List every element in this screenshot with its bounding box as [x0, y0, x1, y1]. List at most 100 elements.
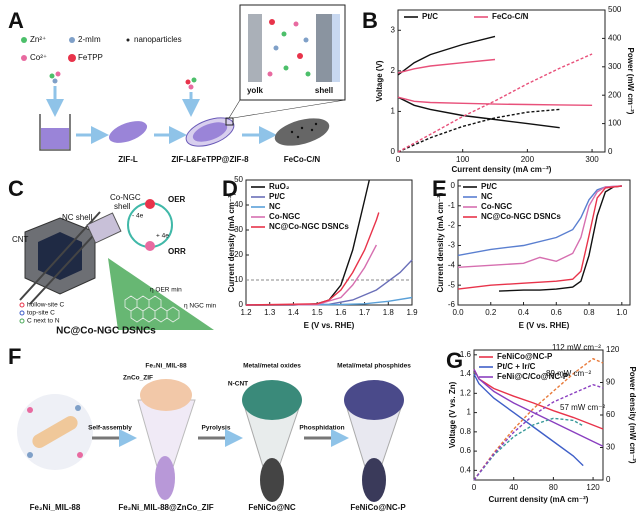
y-tick-label: 0.6 — [460, 446, 472, 455]
y-tick-label: -3 — [448, 241, 456, 250]
zif-l — [108, 121, 148, 143]
inset-label: yolk — [247, 86, 264, 95]
series-line — [473, 368, 604, 430]
cnt — [19, 211, 105, 305]
c-label: hollow-site C — [27, 302, 65, 309]
p-cluster — [344, 380, 404, 502]
panel-label: A — [8, 8, 24, 33]
x-tick-label: 1.8 — [383, 308, 395, 317]
panel-label: F — [8, 344, 21, 369]
zn-dot — [21, 37, 27, 43]
series-line — [473, 368, 604, 447]
dot — [283, 65, 289, 71]
y2-tick-label: 0 — [608, 147, 613, 156]
y-tick-label: 10 — [234, 275, 243, 284]
mim-dot — [69, 37, 75, 43]
legend-label: FeNiCo@NC-P — [497, 352, 553, 361]
legend-label: NC — [269, 202, 281, 211]
series-line — [457, 185, 622, 257]
x-tick-label: 1.4 — [288, 308, 300, 317]
hex-grid — [124, 295, 180, 323]
y-tick-label: 3 — [391, 25, 396, 34]
x-tick-label: 0.6 — [551, 308, 563, 317]
x-tick-label: 100 — [456, 155, 470, 164]
y2-tick-label: 30 — [606, 443, 615, 452]
y-tick-label: 1 — [391, 107, 396, 116]
y-axis-label: Current density (mA cm⁻²) — [227, 192, 236, 292]
c-label: shell — [114, 202, 131, 211]
y-tick-label: 1.6 — [460, 350, 472, 359]
x-tick-label: 0.2 — [485, 308, 497, 317]
plot-frame — [457, 179, 631, 306]
oh — [145, 241, 155, 251]
panel-f: Self-assembly Fe₂Ni_MIL-88 ZnCo_ZIF Pyro… — [17, 363, 411, 512]
dot — [49, 73, 55, 79]
x-tick-label: 1.9 — [406, 308, 418, 317]
y-tick-label: 0 — [451, 181, 456, 190]
part-label: Metal/metal oxides — [243, 363, 301, 370]
legend-label: FeCo-C/N — [492, 12, 529, 21]
x-tick-label: 1.2 — [240, 308, 252, 317]
y2-axis-label: Power (mW cm⁻²) — [626, 48, 635, 115]
x-tick-label: 1.3 — [264, 308, 276, 317]
panel-label: B — [362, 8, 378, 33]
series-line — [457, 185, 622, 268]
fetpp-dot — [68, 54, 76, 62]
nc-cluster — [242, 380, 302, 502]
y-tick-label: -4 — [448, 260, 456, 269]
c-label: C next to N — [27, 318, 60, 325]
dot — [273, 45, 279, 51]
x-axis-label: E (V vs. RHE) — [304, 321, 355, 330]
y-tick-label: 1.4 — [460, 369, 472, 378]
step-label: FeCo-C/N — [284, 155, 321, 164]
series-line — [397, 58, 496, 74]
np-dot — [126, 38, 130, 42]
inset-dots — [267, 19, 311, 77]
y-tick-label: 40 — [234, 200, 243, 209]
dot — [281, 31, 287, 37]
series-line — [473, 373, 584, 467]
annotation: 89 mW cm⁻² — [546, 369, 591, 378]
x-tick-label: 1.5 — [312, 308, 324, 317]
np — [310, 128, 314, 132]
core — [192, 122, 228, 142]
key — [19, 302, 25, 308]
dot — [55, 71, 61, 77]
shell-section — [86, 212, 122, 244]
y-tick-label: 1 — [467, 408, 472, 417]
np — [300, 126, 304, 130]
series-line — [473, 357, 604, 481]
y2-tick-label: 200 — [608, 90, 622, 99]
y-tick-label: 0.8 — [460, 427, 472, 436]
panel-label: G — [446, 348, 463, 373]
legend-label: NC — [481, 192, 493, 201]
series-line — [473, 383, 604, 481]
rods — [140, 379, 192, 411]
shell-bar — [316, 14, 332, 82]
y2-axis-label: Power density (mW cm⁻²) — [628, 366, 637, 463]
legend-label: Pt/C — [481, 182, 497, 191]
zoom-line — [228, 99, 346, 119]
yolk-bar — [248, 14, 262, 82]
x-tick-label: 120 — [586, 483, 600, 492]
atom — [27, 407, 33, 413]
x-tick-label: 40 — [509, 483, 518, 492]
compound-label: FeNiCo@NC-P — [350, 503, 406, 512]
compound-label: FeNiCo@NC — [248, 503, 296, 512]
series-line — [397, 96, 593, 106]
x-axis-label: Current density (mA cm⁻²) — [489, 495, 589, 504]
series-line — [457, 185, 622, 290]
dot — [269, 19, 275, 25]
rod — [260, 458, 284, 502]
x-axis-label: E (V vs. RHE) — [519, 321, 570, 330]
x-tick-label: 0 — [472, 483, 477, 492]
rod-zif — [155, 456, 175, 500]
step-label: ZIF-L — [118, 155, 138, 164]
dot — [305, 71, 311, 77]
y-tick-label: -1 — [448, 201, 456, 210]
series-line — [397, 96, 560, 129]
y2-tick-label: 60 — [606, 410, 615, 419]
c-label: OER — [168, 195, 186, 204]
y-tick-label: 0 — [239, 300, 244, 309]
np — [290, 130, 294, 134]
